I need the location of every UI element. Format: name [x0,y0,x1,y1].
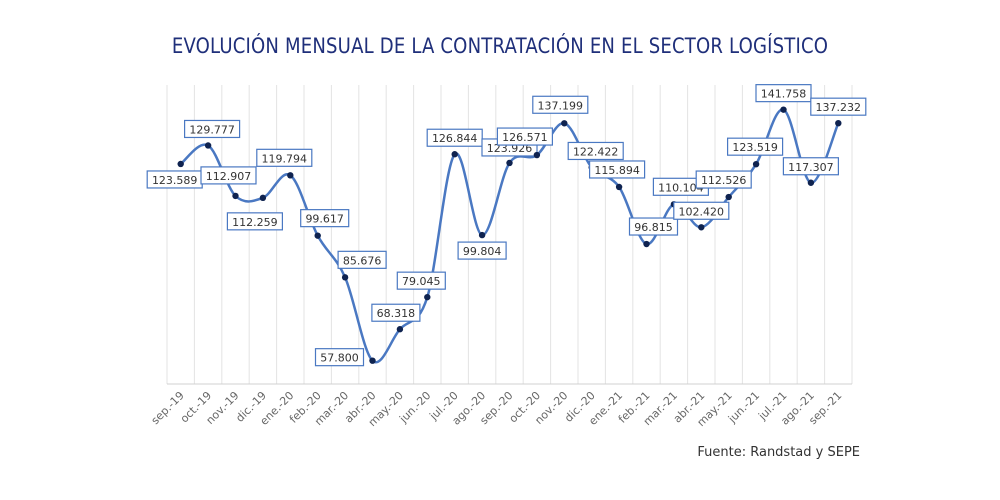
data-label-box [200,166,257,185]
data-point [506,159,513,167]
data-point [835,119,842,127]
data-point [177,160,184,168]
data-label: 122.422 [573,145,619,158]
data-label-box [396,271,446,290]
data-label: 110.104 [658,181,704,194]
data-label: 129.777 [189,123,235,136]
data-point [725,193,732,201]
data-label-box [695,170,752,189]
data-label: 102.420 [679,205,725,218]
data-label-box [314,348,365,367]
data-label-box [755,84,812,103]
data-point [314,232,321,239]
data-label: 123.589 [152,174,198,187]
data-label: 137.199 [538,99,584,112]
data-label-box [588,160,646,179]
data-label-box [256,148,313,167]
data-label: 112.259 [232,216,278,229]
data-point [561,120,568,127]
data-label: 123.519 [732,141,778,154]
data-point [424,293,431,301]
data-point [807,179,815,186]
data-label: 117.307 [788,161,834,174]
data-label: 57.800 [320,352,359,365]
x-tick-label: sep.-19 [149,389,187,427]
data-label: 126.844 [432,132,478,145]
data-point [533,151,541,159]
data-label: 68.318 [377,307,416,320]
data-point [451,151,458,158]
data-point [259,194,267,202]
data-label-box [226,212,283,231]
data-label: 99.804 [463,245,502,258]
data-point [752,160,760,168]
data-label: 119.794 [262,152,308,165]
data-point [369,357,376,364]
data-label: 96.815 [634,221,673,234]
data-point [204,142,212,149]
data-label-box [532,95,589,114]
data-point [232,192,239,200]
data-label-box [184,119,241,139]
data-label-box [782,157,840,176]
data-label-box [371,303,421,322]
data-point [780,106,787,113]
data-label-box [496,127,553,146]
data-label-box [810,97,867,116]
data-point [643,240,650,248]
data-label-box [337,250,387,269]
data-label: 79.045 [402,275,441,288]
source-note: Fuente: Randstad y SEPE [697,445,860,460]
data-label: 112.907 [206,170,252,183]
data-label-box [457,241,507,260]
chart-title: EVOLUCIÓN MENSUAL DE LA CONTRATACIÓN EN … [171,34,829,58]
data-label-box [628,217,679,236]
data-label-box [426,128,483,147]
data-point [698,224,705,231]
data-point [341,274,349,281]
data-label: 115.894 [594,164,640,177]
data-label: 99.617 [305,213,344,226]
data-label-box [726,137,784,156]
data-point [287,172,294,179]
data-label: 137.232 [816,101,862,114]
data-label-box [300,209,350,228]
data-point [615,183,623,191]
data-label: 126.571 [502,131,548,144]
data-label-box [673,201,730,220]
data-point [396,326,404,333]
data-point [478,231,486,239]
data-label-box [567,141,624,161]
data-label: 85.676 [343,254,382,267]
data-label: 141.758 [761,88,807,101]
data-label: 112.526 [701,174,747,187]
